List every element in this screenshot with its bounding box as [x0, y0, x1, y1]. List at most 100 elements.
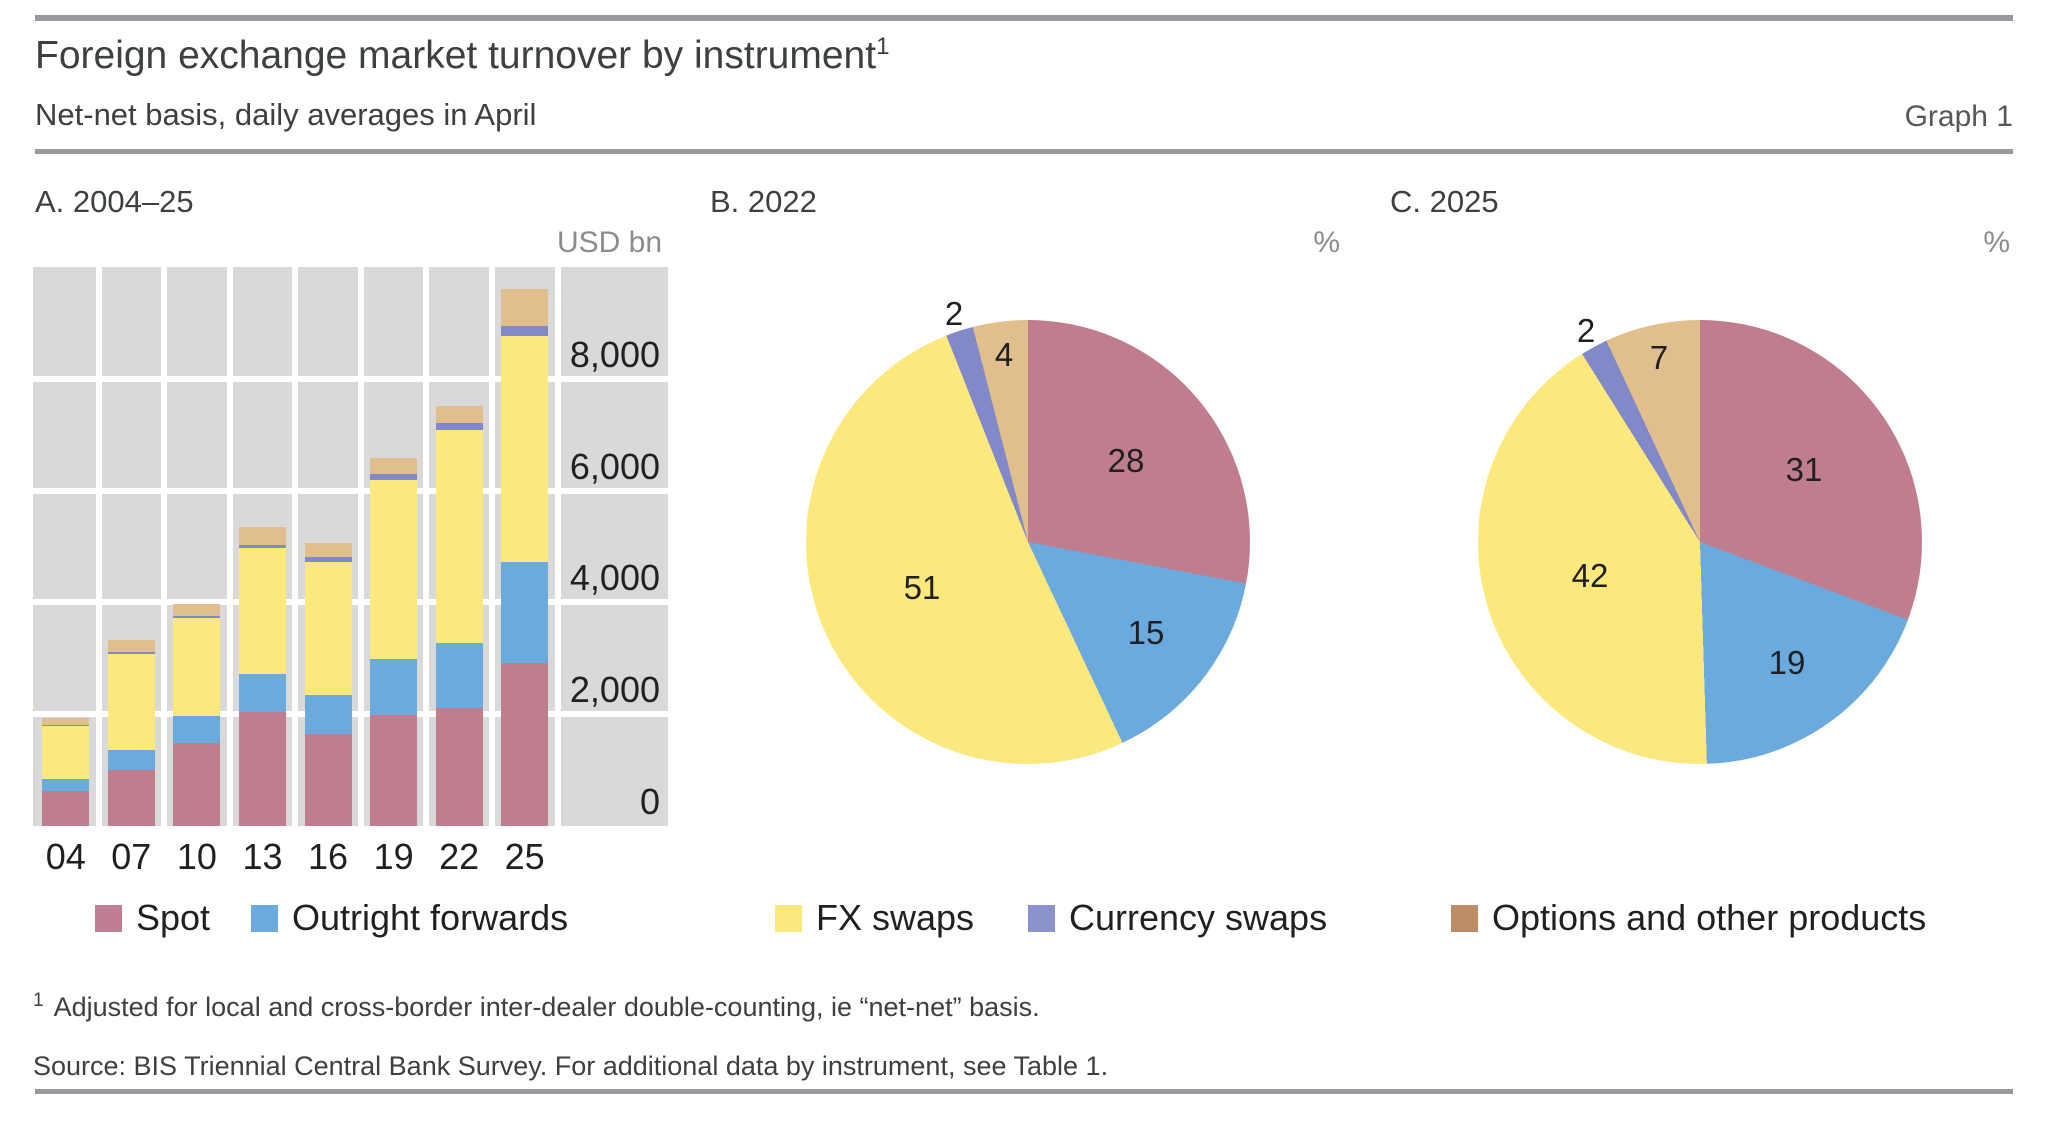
legend-swatch-spot [95, 904, 122, 932]
bar-segment-04-currency-swaps [42, 724, 90, 726]
column-separator [357, 267, 364, 826]
bar-segment-25-fx-swaps [501, 336, 549, 563]
bar-13 [239, 526, 286, 826]
panel-c-title: C. 2025 [1390, 184, 1499, 219]
bar-segment-19-currency-swaps [370, 474, 418, 481]
legend-label: Options and other products [1492, 897, 1927, 938]
panel-b-unit-label: % [1313, 226, 1340, 259]
bar-segment-19-outright-forwards [370, 659, 418, 715]
bar-segment-04-outright-forwards [42, 779, 90, 791]
xtick-13: 13 [242, 836, 283, 877]
pie-2025-value-spot: 31 [1785, 451, 1823, 488]
column-separator [423, 267, 430, 826]
header-divider [35, 149, 2013, 154]
ytick-2,000: 2,000 [569, 669, 660, 711]
bar-segment-07-options-and-other-products [107, 640, 155, 653]
pie-2025-value-outright-forwards: 19 [1768, 644, 1806, 681]
bar-segment-13-spot [239, 711, 286, 826]
footnote: 1 Adjusted for local and cross-border int… [33, 990, 1040, 1023]
bar-segment-13-currency-swaps [239, 545, 286, 549]
graph-number: Graph 1 [1904, 100, 2013, 133]
legend-item-spot: Spot [95, 898, 210, 938]
bar-segment-10-spot [173, 742, 221, 826]
xtick-22: 22 [439, 836, 480, 877]
bar-segment-07-fx-swaps [107, 653, 155, 750]
bar-07 [107, 640, 155, 826]
bar-segment-10-fx-swaps [173, 617, 221, 717]
pie-2022-value-options-and-other-products: 4 [994, 336, 1014, 373]
bar-segment-16-options-and-other-products [304, 542, 352, 558]
legend-label: Spot [136, 897, 211, 938]
legend-swatch-currency-swaps [1028, 904, 1055, 932]
top-rule [35, 15, 2013, 21]
title-footnote-marker: 1 [876, 33, 890, 60]
bar-segment-16-spot [304, 733, 352, 826]
bar-segment-22-currency-swaps [435, 423, 483, 431]
bar-04 [42, 717, 90, 826]
pie-2022-value-outright-forwards: 15 [1127, 614, 1165, 651]
gridline-6000 [33, 487, 668, 494]
xtick-25: 25 [504, 836, 545, 877]
bar-segment-25-outright-forwards [501, 562, 549, 663]
figure-subtitle: Net-net basis, daily averages in April [35, 97, 537, 132]
legend-label: Outright forwards [292, 897, 569, 938]
bar-segment-04-fx-swaps [42, 725, 90, 780]
bar-19 [370, 457, 418, 826]
legend-label: FX swaps [816, 897, 975, 938]
legend-item-fx-swaps: FX swaps [775, 898, 974, 938]
column-separator [95, 267, 102, 826]
xtick-07: 07 [111, 836, 152, 877]
panel-a-plot: 0 2,000 4,000 6,000 8,000 [33, 267, 668, 826]
pie-2025 [1478, 320, 1922, 764]
legend-swatch-outright-forwards [251, 904, 278, 932]
column-separator [226, 267, 233, 826]
footnote-marker: 1 [33, 990, 44, 1011]
bar-segment-16-outright-forwards [304, 694, 352, 734]
bar-segment-25-spot [501, 662, 549, 826]
xtick-19: 19 [373, 836, 414, 877]
column-separator [292, 267, 299, 826]
legend-item-currency-swaps: Currency swaps [1028, 898, 1327, 938]
legend-label: Currency swaps [1069, 897, 1328, 938]
bar-segment-22-fx-swaps [435, 430, 483, 644]
legend-swatch-options-and-other-products [1451, 904, 1478, 932]
bar-segment-16-currency-swaps [304, 557, 352, 562]
panel-c-unit-label: % [1983, 226, 2010, 259]
gridline-8000 [33, 375, 668, 382]
bar-25 [501, 289, 549, 826]
bar-segment-04-options-and-other-products [42, 717, 90, 725]
bar-segment-19-options-and-other-products [370, 457, 418, 475]
panel-b-title: B. 2022 [710, 184, 817, 219]
pie-2022-value-spot: 28 [1107, 442, 1145, 479]
bar-segment-16-fx-swaps [304, 561, 352, 695]
source-line: Source: BIS Triennial Central Bank Surve… [33, 1051, 1109, 1081]
bar-segment-13-fx-swaps [239, 548, 286, 674]
bar-segment-22-spot [435, 708, 483, 826]
pie-2025-value-fx-swaps: 42 [1571, 557, 1609, 594]
ytick-0: 0 [639, 781, 660, 822]
column-separator [554, 267, 561, 826]
bar-segment-10-outright-forwards [173, 716, 221, 743]
pie-2025-value-currency-swaps: 2 [1576, 312, 1596, 349]
figure-title-text: Foreign exchange market turnover by inst… [35, 34, 877, 77]
bar-segment-13-outright-forwards [239, 673, 286, 712]
bar-segment-13-options-and-other-products [239, 526, 286, 546]
bar-segment-07-currency-swaps [107, 652, 155, 654]
ytick-8,000: 8,000 [569, 333, 660, 375]
bar-segment-22-outright-forwards [435, 643, 483, 709]
bar-segment-10-options-and-other-products [173, 603, 221, 616]
legend-item-outright-forwards: Outright forwards [251, 898, 568, 938]
figure-title: Foreign exchange market turnover by inst… [35, 33, 889, 78]
ytick-6,000: 6,000 [569, 445, 660, 487]
bar-segment-10-currency-swaps [173, 615, 221, 618]
pie-2022-value-currency-swaps: 2 [944, 295, 964, 332]
bottom-rule [35, 1089, 2013, 1094]
ytick-4,000: 4,000 [569, 557, 660, 599]
column-separator [161, 267, 168, 826]
xtick-04: 04 [45, 836, 86, 877]
bar-segment-07-spot [107, 769, 155, 826]
bar-16 [304, 542, 352, 826]
bar-segment-19-spot [370, 714, 418, 826]
bar-segment-25-currency-swaps [501, 325, 549, 337]
